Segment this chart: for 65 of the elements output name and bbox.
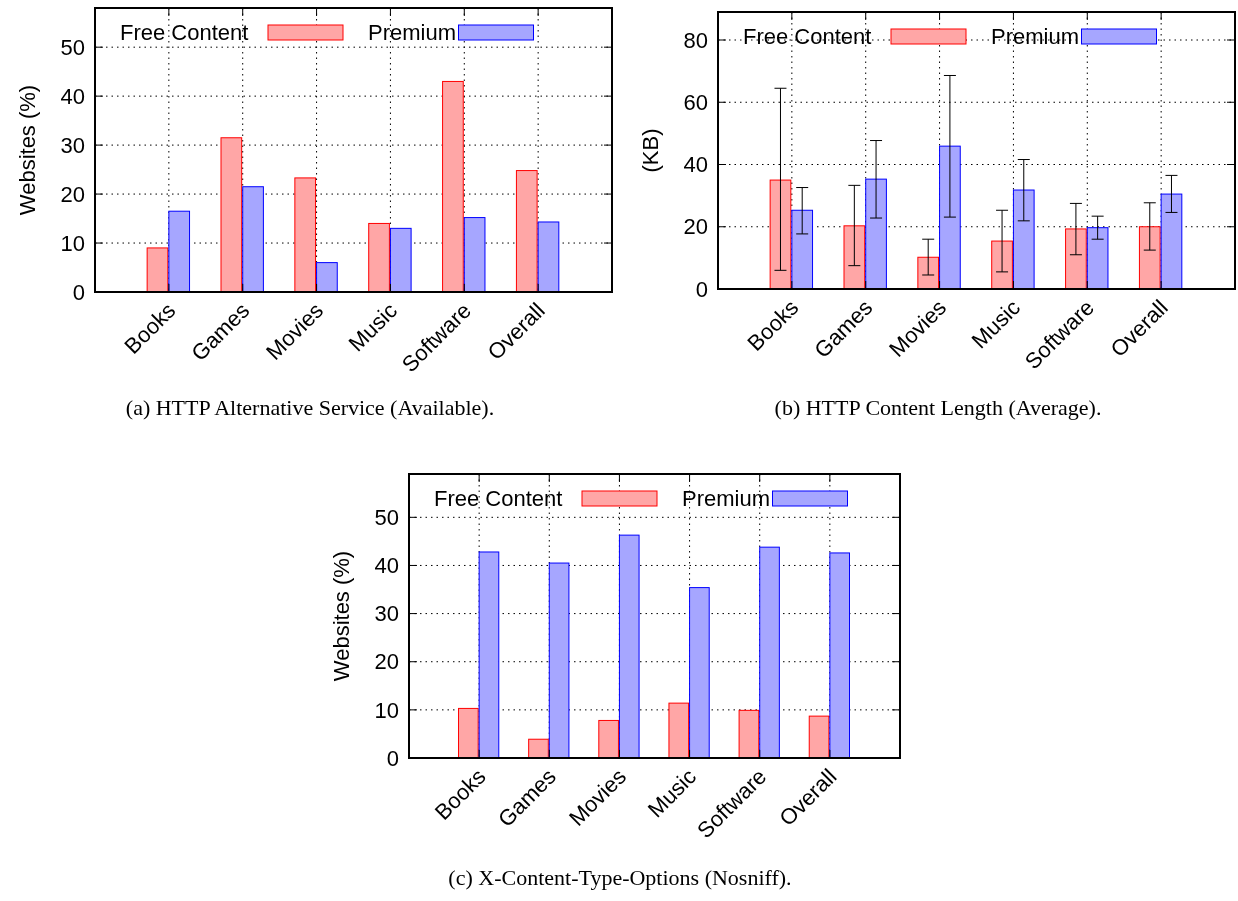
y-tick-label: 50 bbox=[60, 34, 85, 60]
y-tick-label: 50 bbox=[374, 505, 399, 531]
y-tick-label: 20 bbox=[60, 181, 85, 207]
text: (a) HTTP Alternative Service (Available). bbox=[125, 395, 495, 420]
bar bbox=[478, 551, 500, 759]
legend-label: Free Content bbox=[743, 24, 872, 49]
bar bbox=[220, 137, 243, 293]
y-tick-label: 20 bbox=[374, 649, 399, 675]
bar bbox=[917, 256, 940, 290]
bar bbox=[548, 562, 570, 759]
y-axis-title: Websites (%) bbox=[15, 84, 40, 216]
y-tick-label: 10 bbox=[60, 230, 85, 256]
y-tick-label: 80 bbox=[683, 27, 708, 53]
bar bbox=[689, 587, 710, 759]
text: (c) X-Content-Type-Options (Nosniff). bbox=[448, 865, 792, 890]
legend-label: Free Content bbox=[120, 20, 249, 45]
bar bbox=[808, 715, 830, 759]
bar bbox=[442, 80, 464, 293]
legend-label: Premium bbox=[368, 20, 457, 45]
bar bbox=[389, 227, 412, 293]
bar bbox=[1065, 228, 1087, 290]
bar bbox=[537, 221, 560, 293]
text: (b) HTTP Content Length (Average). bbox=[774, 395, 1102, 420]
legend-label: Premium bbox=[991, 24, 1080, 49]
bar bbox=[769, 179, 792, 290]
bar bbox=[458, 707, 479, 759]
bar bbox=[759, 546, 780, 759]
y-tick-label: 40 bbox=[374, 553, 399, 579]
y-tick-label: 40 bbox=[683, 152, 708, 178]
bar bbox=[843, 225, 866, 290]
bar bbox=[463, 217, 486, 293]
bar bbox=[146, 247, 169, 293]
legend-label: Free Content bbox=[434, 486, 563, 511]
legend-label: Premium bbox=[682, 486, 771, 511]
y-tick-label: 0 bbox=[386, 745, 399, 771]
bar bbox=[528, 738, 549, 759]
bar bbox=[1138, 226, 1161, 290]
bar bbox=[991, 240, 1013, 290]
y-tick-label: 10 bbox=[374, 697, 399, 723]
bar bbox=[668, 702, 690, 759]
y-axis-title: Websites (%) bbox=[329, 550, 354, 682]
bar bbox=[515, 170, 538, 293]
y-tick-label: 0 bbox=[695, 276, 708, 302]
bar bbox=[316, 262, 338, 293]
bar bbox=[242, 186, 264, 293]
bar bbox=[829, 552, 850, 759]
y-tick-label: 30 bbox=[60, 132, 85, 158]
bar bbox=[1012, 189, 1035, 290]
y-tick-label: 20 bbox=[683, 214, 708, 240]
bar bbox=[1086, 227, 1109, 290]
bar bbox=[168, 210, 191, 293]
y-tick-label: 40 bbox=[60, 83, 85, 109]
bar bbox=[939, 145, 961, 290]
bar bbox=[791, 209, 814, 290]
y-tick-label: 30 bbox=[374, 601, 399, 627]
bar bbox=[294, 177, 317, 293]
y-axis-title: (KB) bbox=[638, 128, 663, 173]
bar bbox=[1160, 193, 1183, 290]
bar bbox=[368, 222, 390, 293]
y-tick-label: 0 bbox=[72, 279, 85, 305]
bar bbox=[598, 719, 619, 759]
bar bbox=[865, 178, 887, 290]
y-tick-label: 60 bbox=[683, 89, 708, 115]
bar bbox=[618, 534, 640, 759]
bar bbox=[738, 709, 760, 759]
